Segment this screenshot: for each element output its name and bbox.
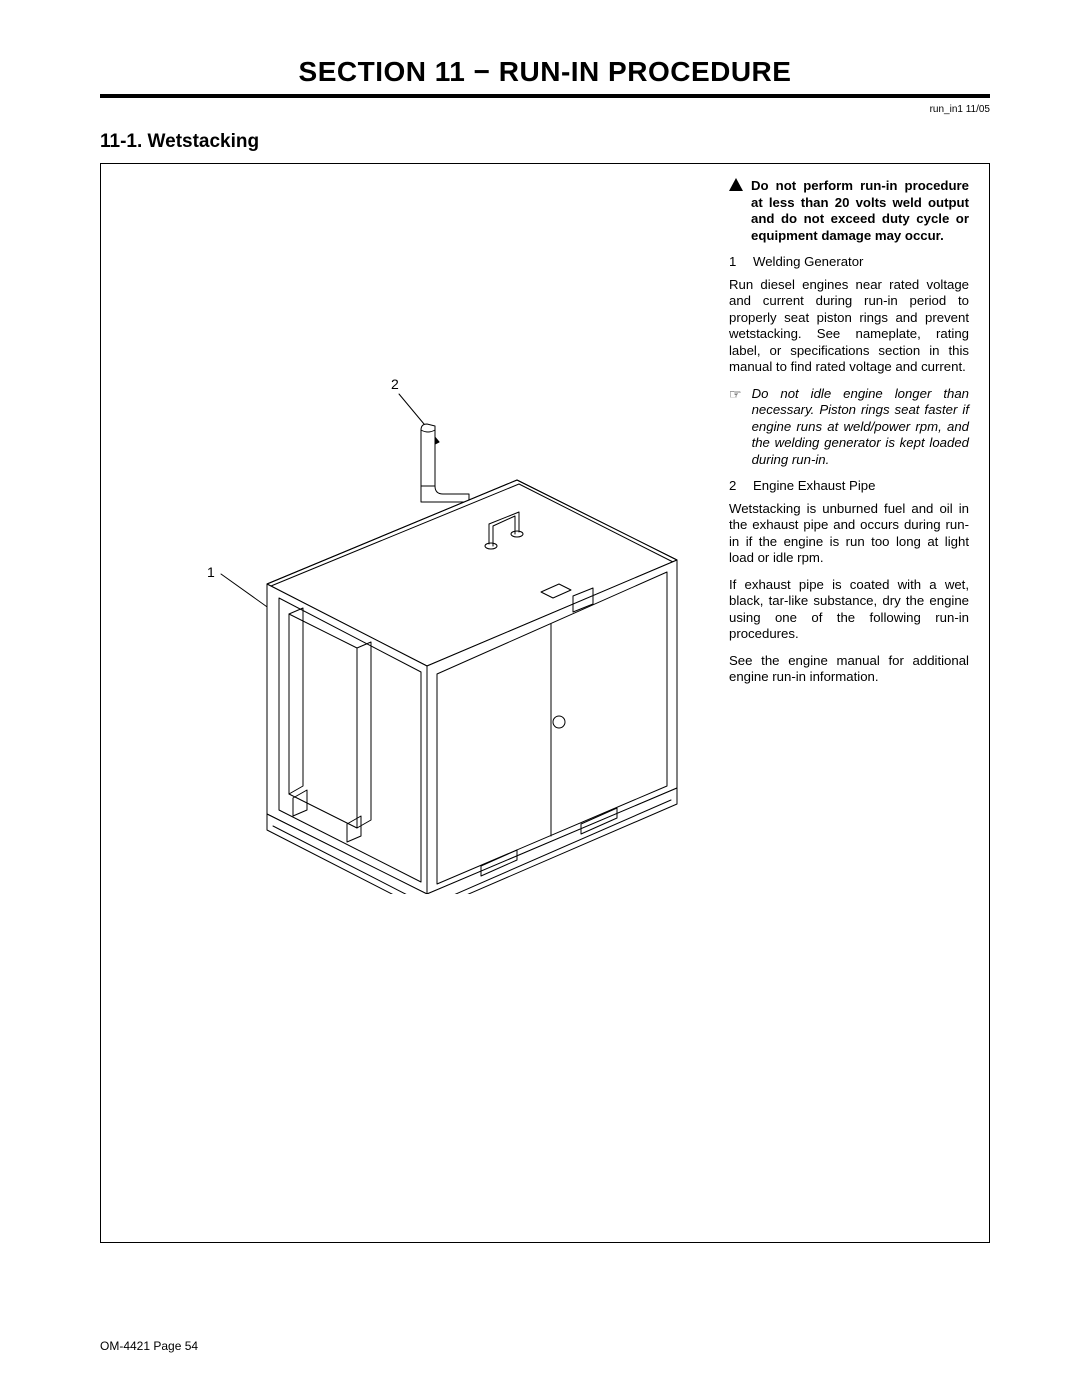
paragraph-3: If exhaust pipe is coated with a wet, bl… bbox=[729, 577, 969, 643]
content-frame: 1 2 bbox=[100, 163, 990, 1243]
note-text: Do not idle engine longer than necessary… bbox=[752, 386, 969, 469]
doc-tag: run_in1 11/05 bbox=[100, 104, 990, 115]
generator-figure: 1 2 bbox=[121, 254, 711, 894]
callout-2-label: 2 bbox=[391, 376, 399, 392]
text-column: Do not perform run-in procedure at less … bbox=[729, 178, 969, 696]
note-hand-icon: ☞ bbox=[729, 386, 742, 404]
legend-item-1: 1 Welding Generator bbox=[729, 254, 969, 271]
note-block: ☞ Do not idle engine longer than necessa… bbox=[729, 386, 969, 469]
warning-text: Do not perform run-in procedure at less … bbox=[751, 178, 969, 244]
legend-2-label: Engine Exhaust Pipe bbox=[753, 478, 875, 495]
legend-item-2: 2 Engine Exhaust Pipe bbox=[729, 478, 969, 495]
paragraph-1: Run diesel engines near rated voltage an… bbox=[729, 277, 969, 376]
subsection-title: 11-1. Wetstacking bbox=[100, 131, 990, 153]
legend-2-num: 2 bbox=[729, 478, 739, 495]
warning-triangle-icon bbox=[729, 178, 743, 196]
page-footer: OM-4421 Page 54 bbox=[100, 1339, 198, 1353]
legend-1-num: 1 bbox=[729, 254, 739, 271]
section-title: SECTION 11 − RUN-IN PROCEDURE bbox=[100, 56, 990, 98]
legend-1-label: Welding Generator bbox=[753, 254, 863, 271]
paragraph-4: See the engine manual for additional eng… bbox=[729, 653, 969, 686]
callout-1-label: 1 bbox=[207, 564, 215, 580]
warning-block: Do not perform run-in procedure at less … bbox=[729, 178, 969, 244]
paragraph-2: Wetstacking is unburned fuel and oil in … bbox=[729, 501, 969, 567]
